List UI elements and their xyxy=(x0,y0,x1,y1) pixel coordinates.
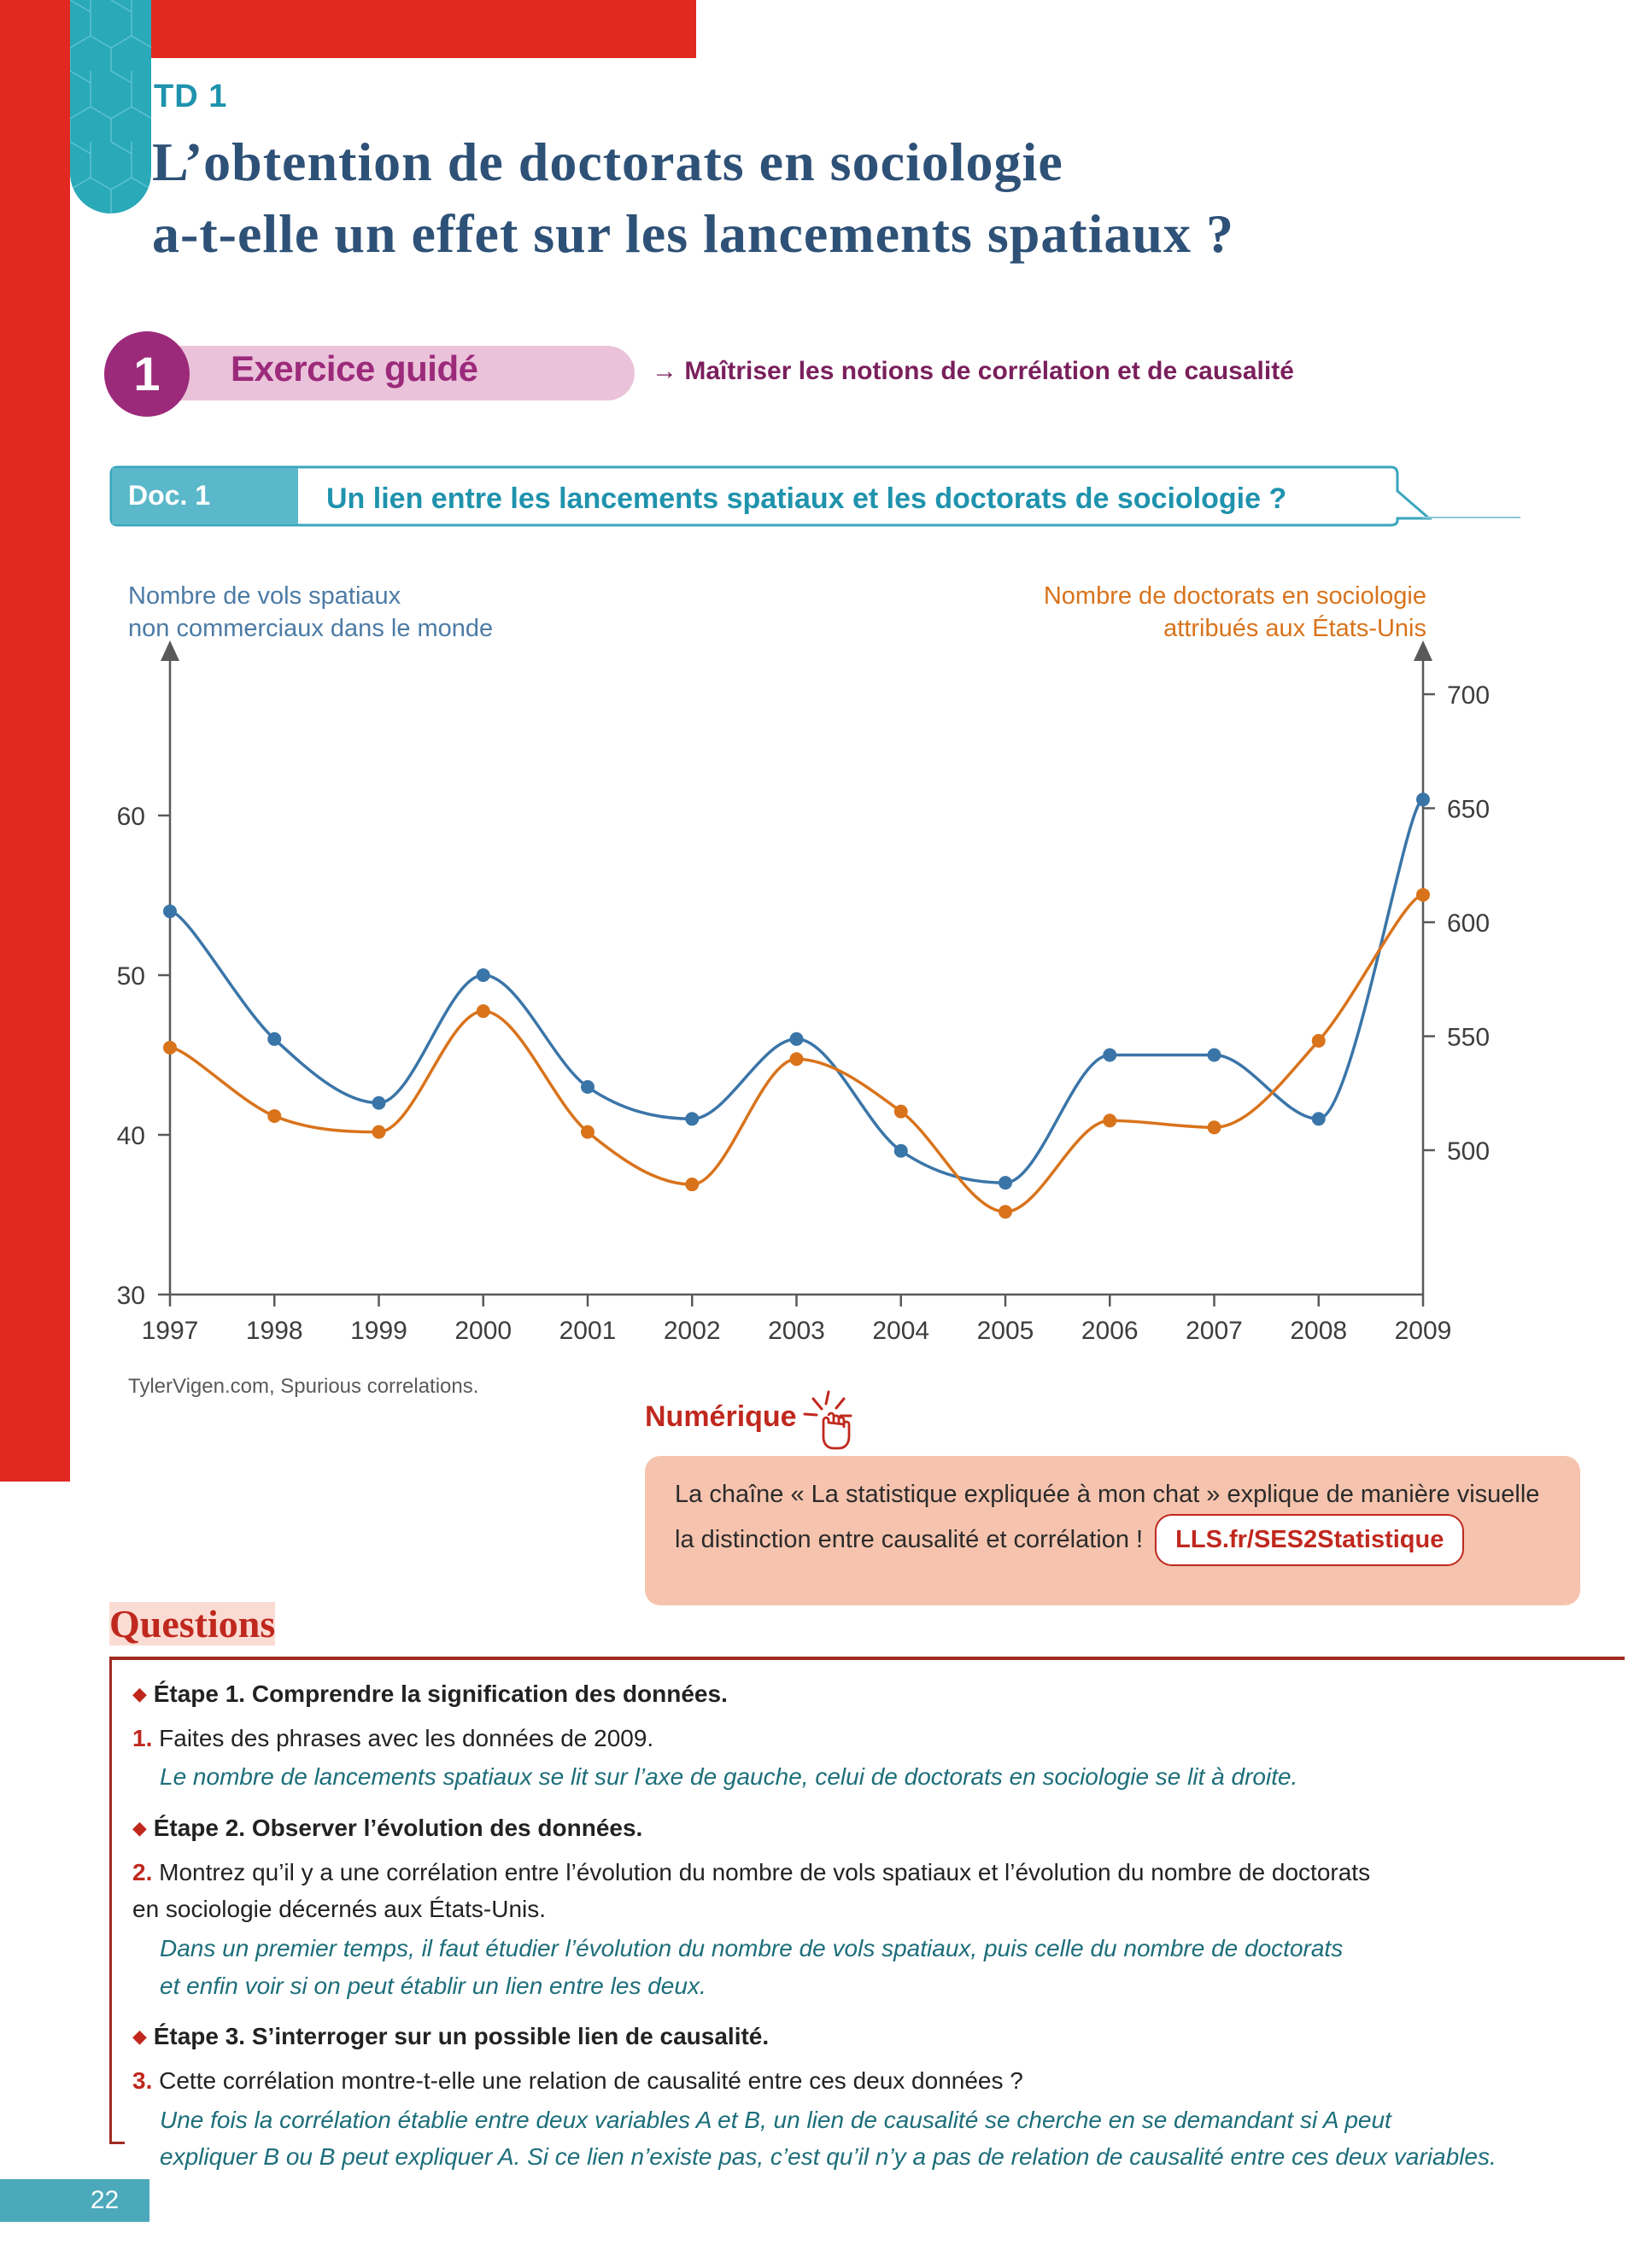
svg-text:500: 500 xyxy=(1447,1137,1490,1166)
svg-text:2000: 2000 xyxy=(454,1317,512,1345)
svg-text:50: 50 xyxy=(117,962,145,991)
svg-text:2004: 2004 xyxy=(872,1317,929,1345)
svg-text:1999: 1999 xyxy=(350,1317,407,1345)
svg-text:2009: 2009 xyxy=(1395,1317,1452,1345)
svg-text:2006: 2006 xyxy=(1081,1317,1139,1345)
svg-text:550: 550 xyxy=(1447,1024,1490,1052)
svg-text:650: 650 xyxy=(1447,796,1490,824)
svg-text:1997: 1997 xyxy=(142,1317,199,1345)
svg-text:30: 30 xyxy=(117,1282,145,1310)
svg-text:2008: 2008 xyxy=(1290,1317,1347,1345)
svg-text:700: 700 xyxy=(1447,681,1490,710)
svg-text:2002: 2002 xyxy=(664,1317,721,1345)
svg-text:60: 60 xyxy=(117,803,145,831)
svg-text:2005: 2005 xyxy=(977,1317,1034,1345)
svg-text:2007: 2007 xyxy=(1186,1317,1243,1345)
svg-text:2001: 2001 xyxy=(559,1317,617,1345)
svg-text:40: 40 xyxy=(117,1122,145,1150)
svg-text:600: 600 xyxy=(1447,909,1490,938)
svg-text:2003: 2003 xyxy=(768,1317,825,1345)
svg-text:1998: 1998 xyxy=(246,1317,303,1345)
